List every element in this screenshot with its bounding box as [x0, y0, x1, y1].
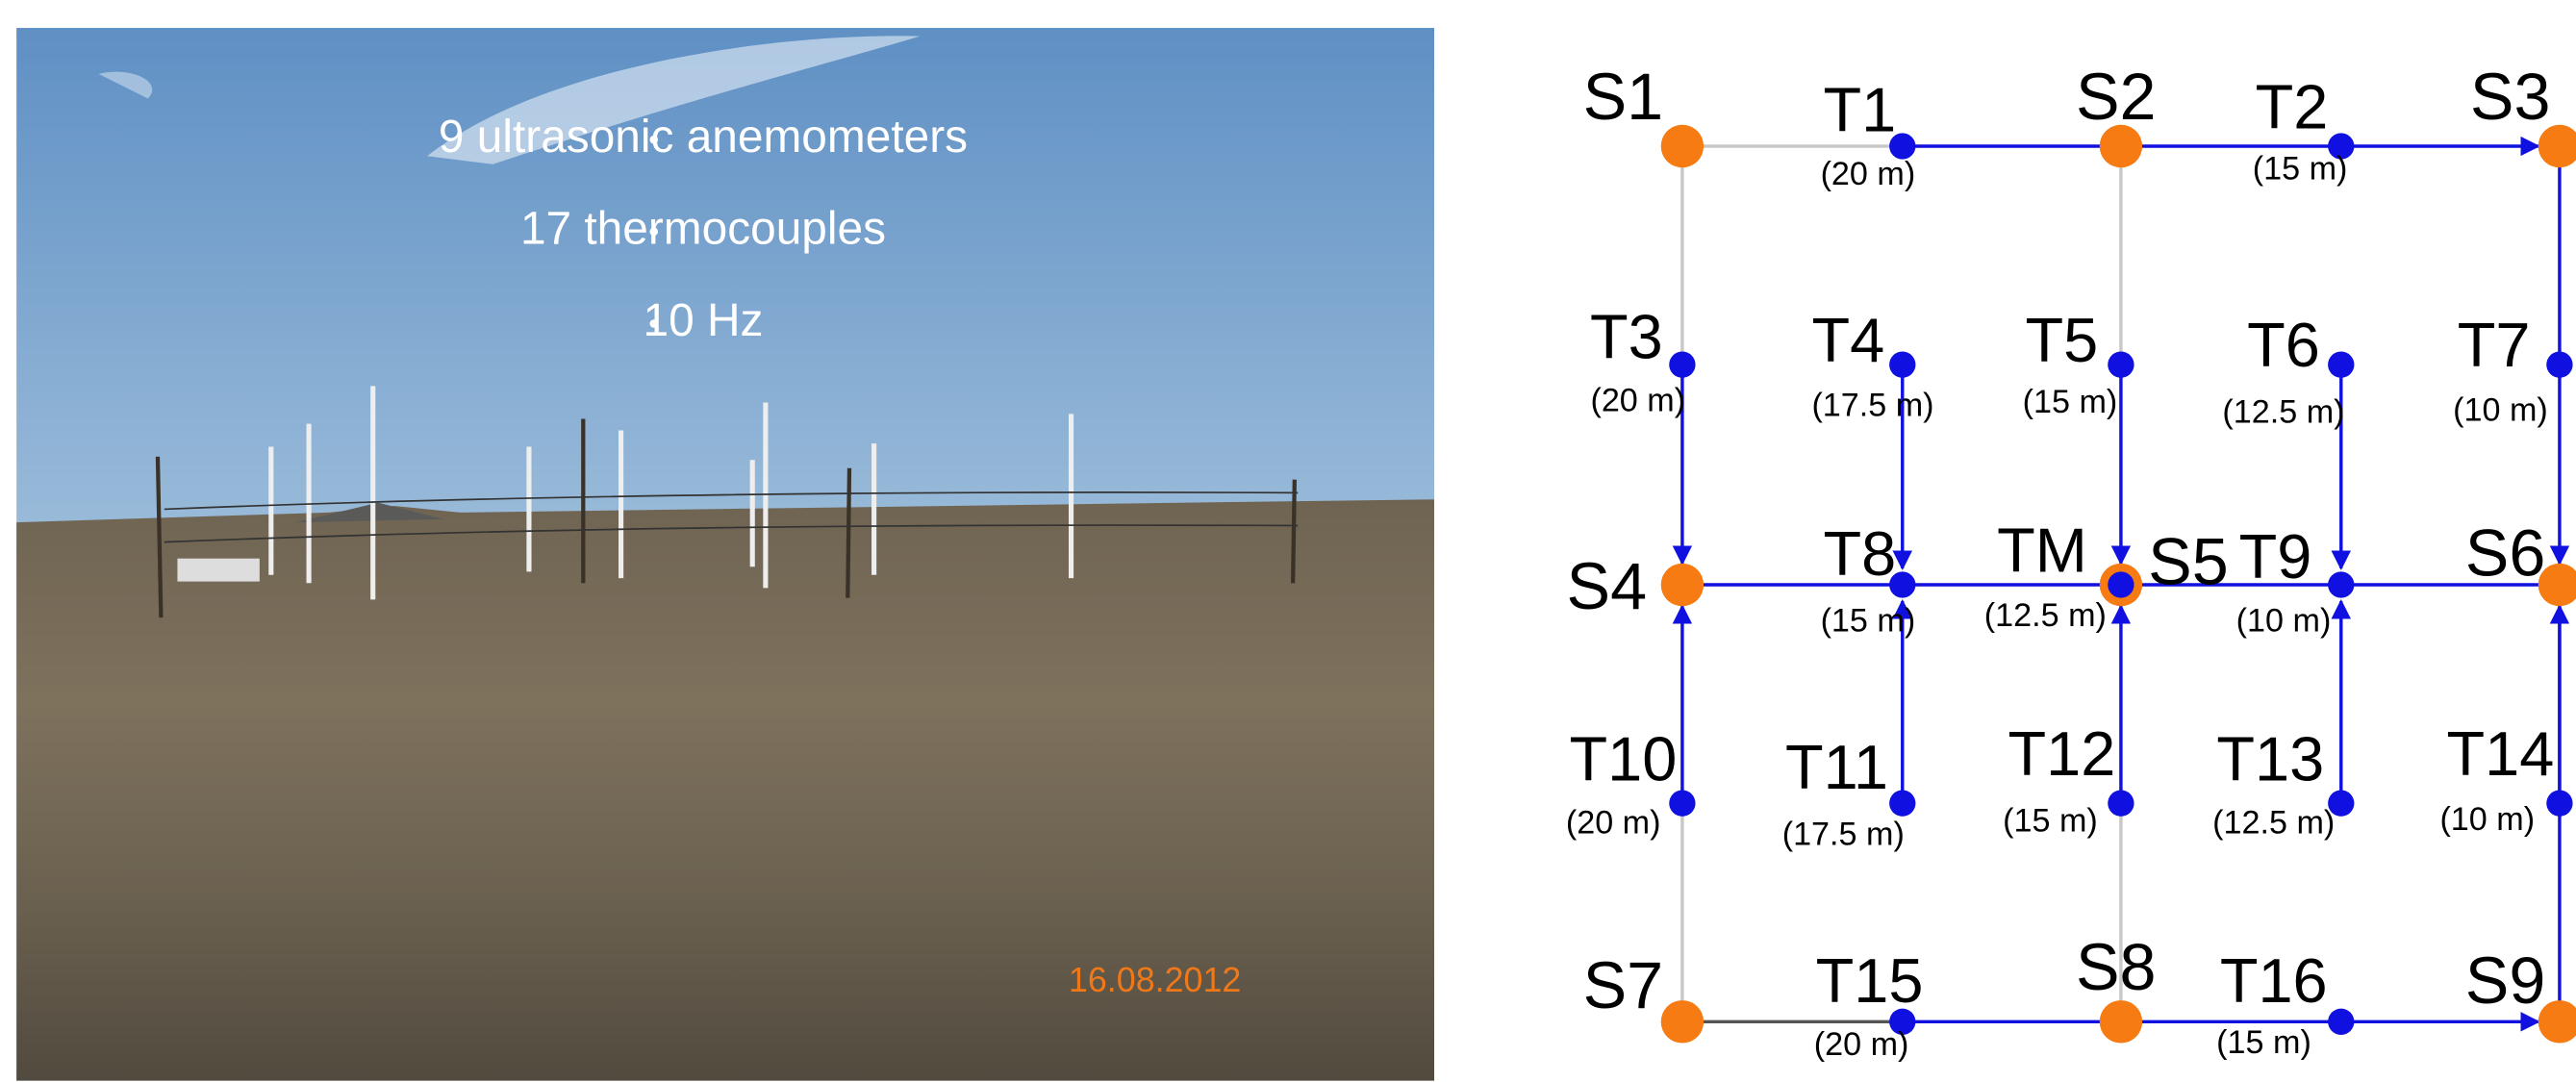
node-height: (12.5 m) [2212, 804, 2335, 841]
node-label: T6 [2247, 310, 2320, 380]
node-height: (15 m) [2253, 151, 2348, 188]
thermo-node [1889, 1008, 1916, 1035]
bullet-text: 10 Hz [644, 295, 764, 346]
node-height: (12.5 m) [2222, 393, 2344, 430]
node-height: (20 m) [1814, 1026, 1909, 1063]
thermo-node [1669, 351, 1696, 378]
sonic-node [1660, 1000, 1705, 1044]
node-label: T11 [1785, 732, 1888, 802]
node-label: S2 [2076, 61, 2157, 134]
node-height: (12.5 m) [1984, 597, 2107, 634]
node-height: (15 m) [2023, 384, 2118, 420]
node-label: TM [1997, 515, 2087, 585]
sonic-node [2538, 124, 2576, 168]
thermo-node [2108, 790, 2134, 817]
sonic-node [2538, 1000, 2576, 1044]
thermo-node [1669, 790, 1696, 817]
thermo-node [2546, 351, 2573, 378]
thermo-node [2546, 790, 2573, 817]
thermo-node [2328, 571, 2355, 598]
thermo-node [1889, 351, 1916, 378]
bullet-text: 17 thermocouples [520, 203, 886, 254]
node-height: (15 m) [1821, 602, 1916, 639]
sonic-node [2538, 563, 2576, 607]
node-height: (10 m) [2439, 801, 2535, 838]
photo-date: 16.08.2012 [1069, 961, 1241, 999]
node-label: T9 [2239, 521, 2312, 591]
node-label: T3 [1590, 301, 1663, 371]
node-label: S5 [2148, 525, 2229, 598]
thermo-node [2328, 1008, 2355, 1035]
node-label: T8 [1823, 518, 1896, 589]
node-label: T10 [1569, 723, 1677, 793]
sonic-node [2099, 124, 2143, 168]
node-label: T15 [1816, 945, 1924, 1016]
node-label: S9 [2465, 944, 2546, 1018]
node-label: S6 [2465, 517, 2546, 591]
bullet-list: 9 ultrasonic anemometers 17 thermocouples… [439, 112, 968, 346]
node-height: (20 m) [1590, 382, 1685, 418]
bullet-dot [649, 319, 659, 328]
node-label: S7 [1583, 949, 1664, 1022]
thermo-node [2108, 571, 2134, 598]
node-label: T7 [2458, 310, 2531, 380]
node-label: T16 [2220, 945, 2328, 1016]
node-height: (10 m) [2453, 392, 2548, 429]
thermo-node [2328, 790, 2355, 817]
node-label: T5 [2026, 305, 2099, 375]
thermo-node [1889, 133, 1916, 160]
node-label: S1 [1583, 61, 1664, 134]
photo [16, 28, 1435, 1081]
node-label: T14 [2447, 718, 2555, 789]
node-height: (17.5 m) [1782, 816, 1905, 852]
bullet-dot [649, 135, 659, 144]
node-label: T4 [1812, 305, 1885, 375]
node-label: T13 [2216, 723, 2324, 793]
thermo-node [2328, 351, 2355, 378]
node-height: (17.5 m) [1811, 388, 1933, 424]
thermo-node [2328, 133, 2355, 160]
node-label: T2 [2256, 71, 2329, 141]
nodes: S1 S2 S3 S4 S5 S6 S7 S8 S9 T1 (20 m) T2 (15 m) T3 (20 … [1566, 61, 2576, 1063]
node-label: S8 [2076, 931, 2157, 1004]
node-label: S4 [1567, 550, 1648, 623]
node-height: (15 m) [2216, 1024, 2311, 1061]
node-height: (10 m) [2236, 602, 2332, 639]
node-height: (15 m) [2003, 803, 2098, 840]
sonic-node [2099, 1000, 2143, 1044]
node-height: (20 m) [1566, 804, 1661, 841]
thermo-node [1889, 790, 1916, 817]
bullet-dot [649, 227, 659, 237]
node-label: T12 [2008, 718, 2116, 789]
node-label: T1 [1823, 75, 1896, 145]
bullet-text: 9 ultrasonic anemometers [439, 112, 968, 163]
sonic-node [1660, 563, 1705, 607]
node-label: S3 [2470, 61, 2551, 134]
sonic-node [1660, 124, 1705, 168]
edges [1672, 136, 2570, 1032]
node-height: (20 m) [1821, 156, 1916, 192]
thermo-node [2108, 351, 2134, 378]
thermo-node [1889, 571, 1916, 598]
